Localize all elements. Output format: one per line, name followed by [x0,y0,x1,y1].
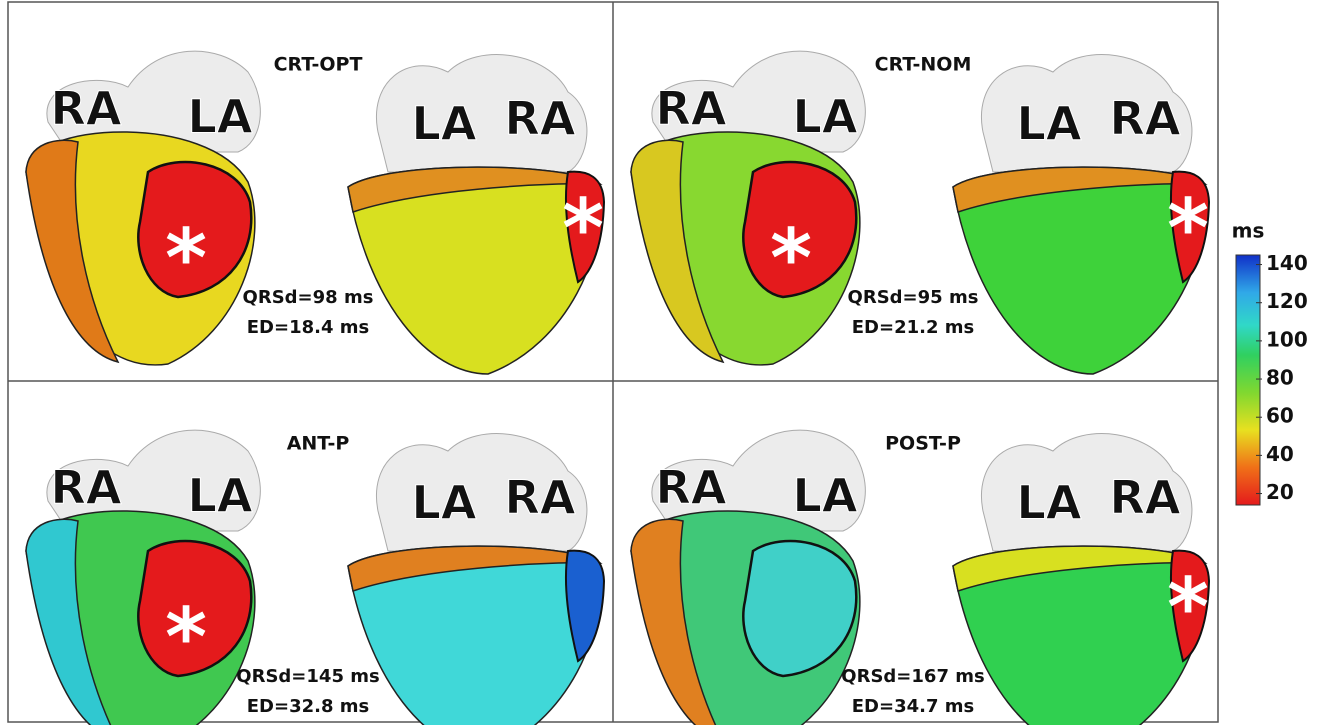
pacing-marker: * [1167,182,1209,275]
chamber-label: LA [412,97,477,151]
pacing-marker: * [770,212,812,305]
chamber-label: LA [793,90,858,144]
qrsd: QRSd=95 ms [848,287,979,308]
chamber-label: LA [188,90,253,144]
panels: RA LA LA RA CRT-OPT QRSd=98 ms ED=18.4 ms * * RA L… [26,51,1209,725]
colorbar-tick-label: 80 [1266,366,1294,390]
chamber-label: LA [793,469,858,523]
colorbar-tick-label: 20 [1266,480,1294,504]
colorbar-tick-label: 140 [1266,251,1308,275]
chamber-label: RA [504,92,575,146]
chamber-label: RA [1109,92,1180,146]
qrsd: QRSd=98 ms [243,287,374,308]
ed: ED=21.2 ms [852,317,974,338]
chamber-label: RA [504,471,575,525]
panel-title: CRT-NOM [875,54,972,76]
colorbar-scale [1236,255,1260,505]
figure: RA LA LA RA CRT-OPT QRSd=98 ms ED=18.4 ms * * RA L… [0,0,1331,725]
qrsd: QRSd=145 ms [236,666,379,687]
pacing-marker: * [1167,561,1209,654]
qrsd: QRSd=167 ms [841,666,984,687]
ed: ED=32.8 ms [247,696,369,717]
chamber-label: RA [655,82,726,136]
panel: RA LA LA RA ANT-P QRSd=145 ms ED=32.8 ms * [26,430,604,725]
colorbar: ms 20 40 60 80 100 120 140 [1232,219,1308,506]
chamber-label: LA [1017,97,1082,151]
panel-title: CRT-OPT [274,54,363,76]
colorbar-unit: ms [1232,219,1265,243]
panel: RA LA LA RA CRT-NOM QRSd=95 ms ED=21.2 ms * * [631,51,1209,374]
panel: RA LA LA RA POST-P QRSd=167 ms ED=34.7 ms * [631,430,1209,725]
chamber-label: RA [655,461,726,515]
chamber-label: RA [50,461,121,515]
pacing-marker: * [165,591,207,684]
pacing-marker: * [165,212,207,305]
colorbar-tick-label: 100 [1266,327,1308,351]
chamber-label: LA [188,469,253,523]
chamber-label: LA [412,476,477,530]
colorbar-tick-label: 40 [1266,442,1294,466]
colorbar-tick-label: 120 [1266,289,1308,313]
ed: ED=34.7 ms [852,696,974,717]
panel-title: POST-P [885,433,961,455]
panel-title: ANT-P [287,433,350,455]
pacing-marker: * [562,182,604,275]
chamber-label: LA [1017,476,1082,530]
panel: RA LA LA RA CRT-OPT QRSd=98 ms ED=18.4 ms * * [26,51,604,374]
colorbar-tick-label: 60 [1266,404,1294,428]
chamber-label: RA [1109,471,1180,525]
ed: ED=18.4 ms [247,317,369,338]
chamber-label: RA [50,82,121,136]
